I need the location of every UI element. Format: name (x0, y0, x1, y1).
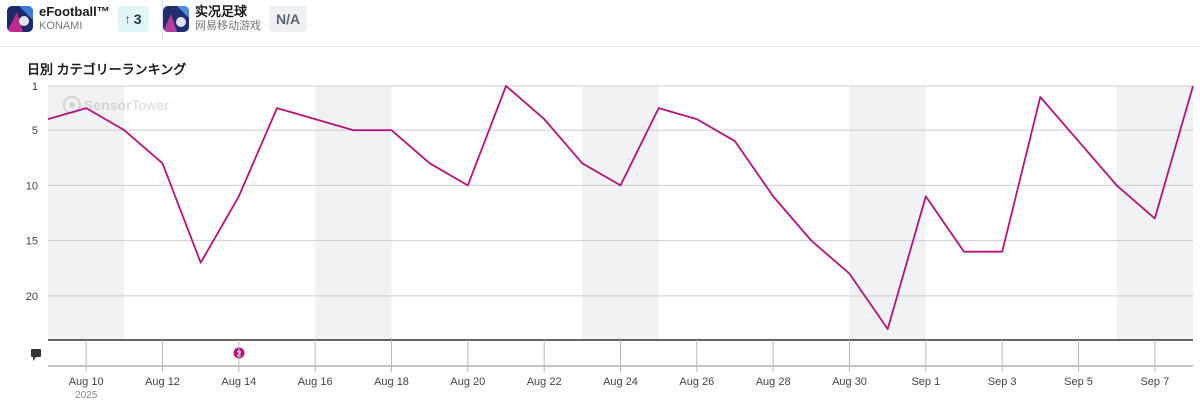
rank-change-value: 3 (133, 11, 142, 27)
y-tick-label: 20 (26, 291, 38, 303)
series-line-efootball (47, 85, 1194, 330)
chart-title: 日別 カテゴリーランキング (27, 62, 187, 77)
x-tick-label: Sep 7 (1140, 376, 1169, 388)
app-item-shikuang[interactable]: 实况足球 网易移动游戏 N/A (163, 4, 308, 34)
x-tick-label: Aug 20 (450, 376, 485, 388)
x-tick-label: Aug 24 (603, 376, 638, 388)
header-divider (162, 0, 163, 40)
weekend-band (48, 86, 125, 340)
series-layer (47, 85, 1194, 330)
app-publisher: 网易移动游戏 (195, 20, 261, 32)
weekend-band (582, 86, 659, 340)
x-tick-label: Aug 12 (145, 376, 180, 388)
shikuang-app-icon (163, 6, 189, 32)
x-tick-label: Aug 26 (679, 376, 714, 388)
rank-change-badge: ↑ 3 (117, 6, 149, 32)
app-name: eFootball™ (39, 4, 110, 19)
app-name: 实况足球 (195, 4, 248, 19)
x-tick-label: Aug 22 (527, 376, 562, 388)
annotation-row: 2 (31, 339, 1193, 361)
x-axis-ticks: Aug 10 Aug 12 Aug 14 Aug 16 Aug 18 Aug 20 Aug … (48, 340, 1193, 401)
x-tick-label: Aug 16 (298, 376, 333, 388)
weekend-band (849, 86, 926, 340)
y-tick-label: 10 (26, 180, 38, 192)
x-tick-label: Sep 5 (1064, 376, 1093, 388)
comment-icon[interactable] (31, 349, 41, 361)
weekend-band (315, 86, 392, 340)
y-tick-label: 5 (32, 125, 38, 137)
app-compare-header: eFootball™ KONAMI ↑ 3 实况足球 网易移动游戏 N/A (0, 0, 1200, 47)
svg-text:SensorTower: SensorTower (84, 97, 169, 113)
x-tick-label: Aug 30 (832, 376, 867, 388)
x-tick-label: Aug 10 (69, 376, 104, 388)
sensor-tower-watermark: SensorTower (63, 96, 169, 114)
x-tick-label: Aug 18 (374, 376, 409, 388)
y-tick-label: 1 (32, 81, 38, 93)
arrow-up-icon: ↑ (124, 12, 131, 26)
x-tick-label: Aug 28 (756, 376, 791, 388)
app-item-efootball[interactable]: eFootball™ KONAMI ↑ 3 (7, 4, 149, 34)
rank-change-badge: N/A (269, 6, 308, 32)
watermark-brand-a: Sensor (84, 97, 132, 113)
watermark-brand-b: Tower (131, 97, 169, 113)
weekend-shading (48, 86, 1193, 340)
x-year-label: 2025 (75, 390, 98, 401)
app-publisher: KONAMI (39, 20, 83, 32)
x-tick-label: Aug 14 (221, 376, 256, 388)
y-tick-label: 15 (26, 236, 38, 248)
x-tick-label: Sep 3 (988, 376, 1017, 388)
x-tick-label: Sep 1 (911, 376, 940, 388)
efootball-app-icon (7, 6, 33, 32)
